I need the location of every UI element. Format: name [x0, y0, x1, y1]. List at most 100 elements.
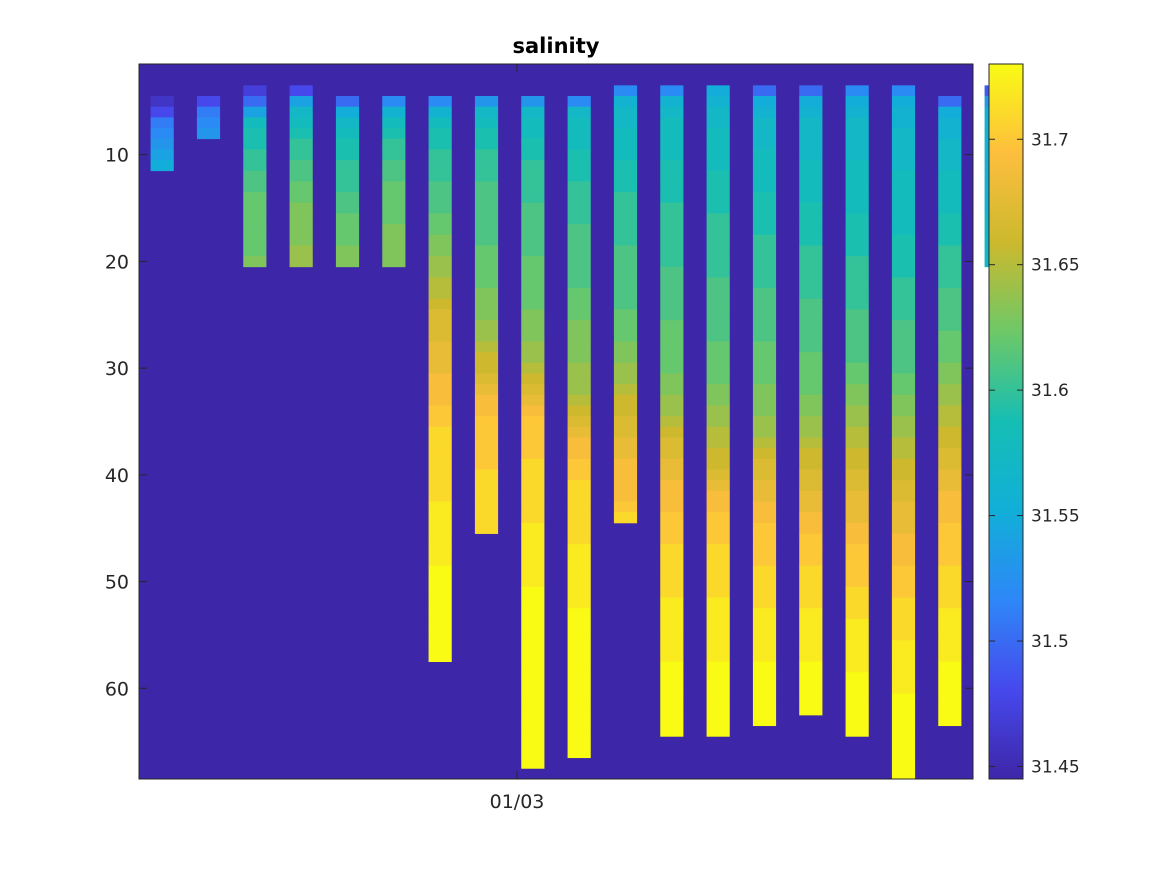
heatmap-cell [289, 245, 313, 257]
heatmap-cell [706, 288, 730, 300]
heatmap-cell [752, 341, 777, 353]
heatmap-cell [891, 640, 916, 652]
heatmap-cell [752, 181, 777, 193]
heatmap-cell [891, 586, 916, 598]
heatmap-cell [521, 394, 545, 406]
heatmap-cell [521, 437, 545, 449]
heatmap-cell [799, 544, 823, 556]
heatmap-cell [521, 266, 545, 278]
chart-title: salinity [513, 34, 600, 58]
heatmap-cell [938, 682, 962, 695]
heatmap-cell [799, 170, 823, 182]
heatmap-cell [706, 554, 730, 566]
heatmap-cell [799, 416, 823, 428]
heatmap-cell [799, 512, 823, 524]
heatmap-cell [521, 650, 545, 663]
heatmap-cell [289, 96, 313, 108]
heatmap-cell [938, 533, 962, 545]
heatmap-cell [567, 266, 591, 278]
heatmap-cell [660, 533, 684, 545]
heatmap-cell [428, 234, 452, 246]
heatmap-cells [150, 85, 1008, 780]
heatmap-cell [752, 480, 777, 492]
heatmap-cell [938, 597, 962, 609]
heatmap-cell [799, 704, 823, 716]
heatmap-cell [706, 341, 730, 353]
heatmap-cell [474, 160, 499, 172]
heatmap-cell [567, 736, 591, 748]
heatmap-cell [706, 128, 730, 140]
heatmap-cell [799, 341, 823, 353]
heatmap-cell [428, 597, 452, 609]
heatmap-cell [428, 437, 452, 449]
heatmap-cell [521, 490, 545, 502]
heatmap-cell [243, 96, 267, 108]
heatmap-cell [660, 384, 684, 396]
heatmap-cell [706, 384, 730, 396]
heatmap-cell [428, 544, 452, 556]
heatmap-cell [706, 437, 730, 449]
heatmap-cell [521, 341, 545, 353]
heatmap-cell [706, 213, 730, 225]
heatmap-cell [891, 512, 916, 524]
heatmap-cell [891, 490, 916, 502]
heatmap-cell [799, 437, 823, 449]
heatmap-cell [474, 405, 499, 417]
heatmap-cell [428, 448, 452, 460]
heatmap-cell [567, 160, 591, 172]
heatmap-cell [845, 618, 869, 630]
heatmap-cell [845, 256, 869, 268]
heatmap-cell [289, 192, 313, 204]
heatmap-cell [799, 298, 823, 310]
heatmap-cell [474, 181, 499, 193]
colorbar: 31.45 31.5 31.55 31.6 31.65 31.7 [988, 63, 1080, 780]
heatmap-cell [660, 704, 684, 716]
heatmap-cell [752, 618, 777, 630]
heatmap-cell [521, 448, 545, 460]
heatmap-cell [799, 256, 823, 268]
heatmap-cell [706, 597, 730, 609]
heatmap-cell [428, 181, 452, 193]
heatmap-cell [706, 586, 730, 598]
heatmap-cell [335, 256, 360, 268]
heatmap-cell [799, 469, 823, 481]
heatmap-cell [428, 288, 452, 300]
heatmap-cell [938, 117, 962, 129]
heatmap-cell [706, 693, 730, 705]
heatmap-cell [521, 405, 545, 417]
heatmap-cell [567, 256, 591, 268]
heatmap-cell [752, 149, 777, 161]
heatmap-cell [289, 85, 313, 97]
heatmap-cell [845, 586, 869, 598]
heatmap-cell [845, 554, 869, 566]
heatmap-cell [799, 277, 823, 289]
heatmap-cell [706, 544, 730, 556]
heatmap-cell [891, 362, 916, 374]
heatmap-cell [845, 202, 869, 214]
heatmap-cell [567, 405, 591, 417]
heatmap-cell [706, 672, 730, 684]
heatmap-cell [891, 85, 916, 97]
heatmap-cell [891, 480, 916, 492]
heatmap-cell [891, 277, 916, 289]
heatmap-cell [567, 288, 591, 300]
heatmap-cell [474, 437, 499, 449]
heatmap-cell [613, 277, 638, 289]
heatmap-cell [660, 512, 684, 524]
heatmap-cell [845, 448, 869, 460]
heatmap-cell [891, 138, 916, 150]
heatmap-cell [706, 448, 730, 460]
heatmap-cell [706, 96, 730, 108]
heatmap-cell [428, 138, 452, 150]
colorbar-tick-label: 31.55 [1031, 507, 1080, 527]
heatmap-cell [335, 128, 360, 140]
heatmap-cell [799, 138, 823, 150]
heatmap-cell [660, 608, 684, 620]
heatmap-cell [891, 160, 916, 172]
heatmap-cell [706, 106, 730, 118]
heatmap-cell [567, 341, 591, 353]
heatmap-cell [150, 149, 174, 161]
heatmap-cell [752, 458, 777, 470]
heatmap-cell [567, 480, 591, 492]
